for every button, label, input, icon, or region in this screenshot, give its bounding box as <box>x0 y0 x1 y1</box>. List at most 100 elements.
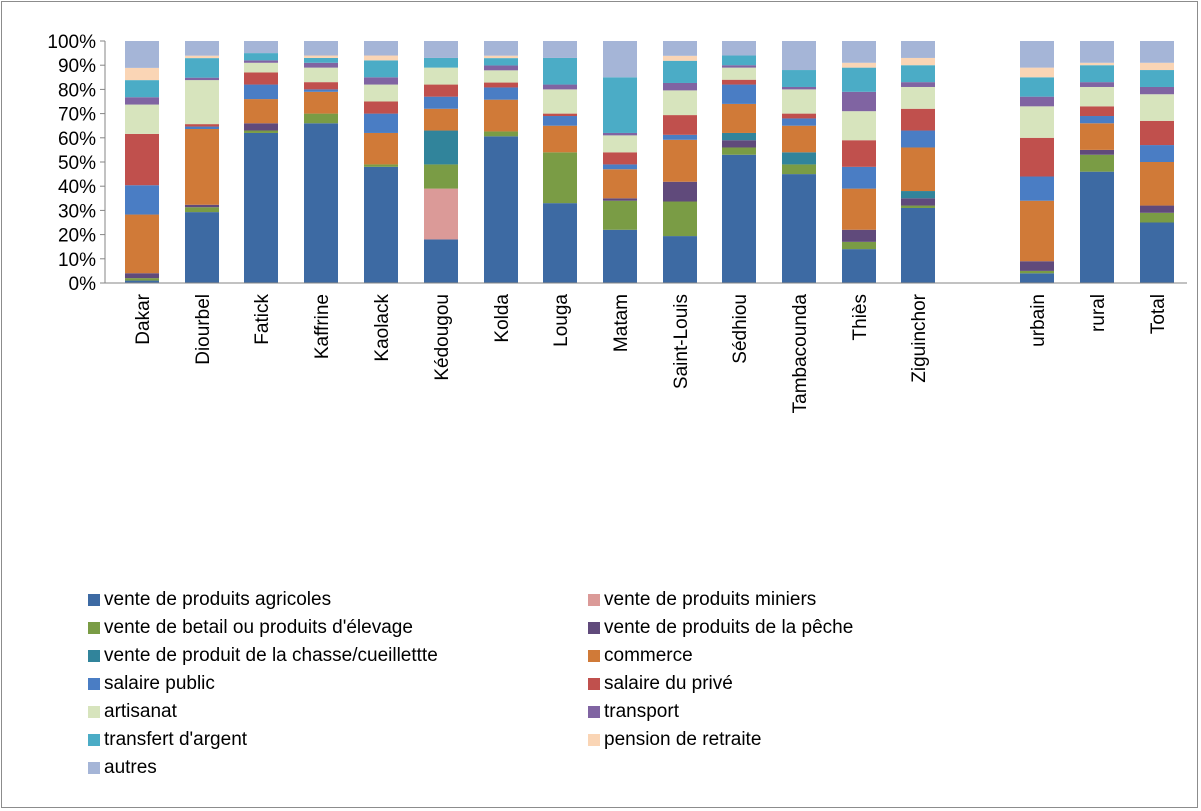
bar-segment <box>901 198 935 206</box>
bar-segment <box>1080 123 1114 150</box>
x-tick-label: rural <box>1088 294 1109 332</box>
x-tick-label: Matam <box>611 294 632 352</box>
legend-label: transfert d'argent <box>104 729 248 750</box>
bar-segment <box>1140 145 1174 162</box>
bar-segment <box>663 60 697 83</box>
bar-segment <box>842 249 876 283</box>
legend-swatch <box>88 594 100 606</box>
y-tick-label: 80% <box>58 80 96 101</box>
bar-segment <box>125 278 159 281</box>
bar-segment <box>1140 41 1174 63</box>
bar-segment <box>901 147 935 192</box>
bar-segment <box>125 104 159 134</box>
bar-segment <box>364 113 398 133</box>
y-tick-label: 20% <box>58 226 96 247</box>
bar-segment <box>1020 77 1054 97</box>
bar-segment <box>424 130 458 165</box>
bar-segment <box>782 41 816 71</box>
bar-segment <box>722 147 756 155</box>
bar-segment <box>1020 273 1054 283</box>
bar-segment <box>543 116 577 126</box>
legend-swatch <box>588 734 600 746</box>
bar-segment <box>782 118 816 126</box>
bar-segment <box>1140 70 1174 87</box>
bar-segment <box>185 126 219 129</box>
legend-swatch <box>88 734 100 746</box>
bar-segment <box>1020 270 1054 274</box>
bar-segment <box>603 200 637 230</box>
legend-label: artisanat <box>104 701 177 722</box>
bar-segment <box>364 41 398 56</box>
bar-segment <box>1020 176 1054 201</box>
bar-segment <box>1080 82 1114 87</box>
bar-segment <box>901 108 935 131</box>
x-tick-label: Kolda <box>492 294 513 343</box>
legend-item: transport <box>588 700 1008 724</box>
x-tick-label: Sédhiou <box>730 294 751 364</box>
bar-segment <box>484 136 518 283</box>
legend-swatch <box>88 650 100 662</box>
bar-segment <box>901 86 935 109</box>
legend-label: commerce <box>604 645 693 666</box>
bar-segment <box>1080 62 1114 66</box>
bar-segment <box>125 273 159 279</box>
bar-segment <box>1140 120 1174 146</box>
bar-segment <box>782 164 816 175</box>
bar-segment <box>364 60 398 78</box>
x-tick-label: Saint-Louis <box>671 294 692 389</box>
bar-segment <box>424 188 458 240</box>
bar-segment <box>364 84 398 102</box>
bar-segment <box>1140 94 1174 121</box>
bar-segment <box>364 55 398 61</box>
bar-segment <box>901 130 935 148</box>
bar-segment <box>304 123 338 283</box>
legend-swatch <box>588 650 600 662</box>
bar-segment <box>244 62 278 73</box>
bar-segment <box>364 166 398 283</box>
bar-segment <box>1020 67 1054 78</box>
bar-segment <box>663 90 697 116</box>
bar-segment <box>842 229 876 242</box>
bar-segment <box>364 132 398 165</box>
bar-segment <box>185 207 219 213</box>
bar-segment <box>304 41 338 56</box>
bar-segment <box>1080 149 1114 155</box>
bar-segment <box>185 204 219 208</box>
bar-segment <box>782 89 816 114</box>
bar-segment <box>364 164 398 167</box>
x-tick-label: Dakar <box>133 293 154 344</box>
bar-segment <box>543 113 577 117</box>
bar-segment <box>424 164 458 189</box>
bar-segment <box>842 188 876 230</box>
bar-segment <box>484 58 518 66</box>
bar-segment <box>1140 205 1174 213</box>
y-tick-label: 90% <box>58 56 96 77</box>
bar-segment <box>244 84 278 100</box>
legend-swatch <box>88 762 100 774</box>
bar-segment <box>782 125 816 153</box>
bar-segment <box>722 79 756 85</box>
bar-segment <box>484 41 518 56</box>
bar-segment <box>125 185 159 215</box>
y-tick-label: 40% <box>58 177 96 198</box>
legend-label: pension de retraite <box>604 729 762 750</box>
bar-segment <box>842 67 876 92</box>
bar-segment <box>722 55 756 66</box>
bar-segment <box>185 58 219 78</box>
bar-segment <box>1020 200 1054 262</box>
y-tick-label: 0% <box>69 274 97 295</box>
bar-segment <box>1080 41 1114 63</box>
bar-segment <box>901 57 935 66</box>
bar-segment <box>125 97 159 105</box>
y-tick-label: 60% <box>58 129 96 150</box>
legend-swatch <box>88 678 100 690</box>
bar-segment <box>663 236 697 283</box>
bar-segment <box>901 82 935 87</box>
bar-segment <box>185 212 219 283</box>
bar-segment <box>185 77 219 81</box>
bar-segment <box>1140 62 1174 71</box>
x-tick-label: Ziguinchor <box>909 293 930 382</box>
x-tick-label: Kédougou <box>432 294 453 381</box>
bar-segment <box>543 125 577 153</box>
